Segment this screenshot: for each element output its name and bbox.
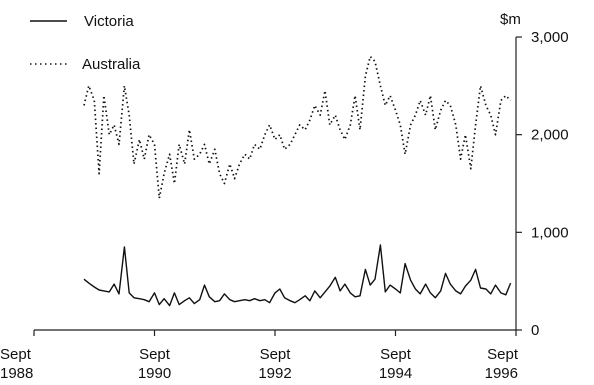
series-line-victoria: [83, 244, 512, 307]
y-tick-label: 1,000: [531, 224, 569, 241]
x-tick-label-year: 1988: [0, 365, 33, 382]
x-tick-label-year: 1992: [258, 365, 291, 382]
legend-label-victoria: Victoria: [84, 13, 134, 30]
x-tick-label-month: Sept: [380, 346, 412, 363]
x-tick-label-month: Sept: [487, 346, 519, 363]
legend-label-australia: Australia: [82, 56, 141, 73]
x-tick-label-month: Sept: [0, 346, 32, 363]
x-tick-label-year: 1990: [138, 365, 171, 382]
x-tick-label-month: Sept: [260, 346, 292, 363]
x-tick-label-year: 1996: [485, 365, 518, 382]
series-group: [83, 55, 512, 307]
y-tick-label: 3,000: [531, 29, 569, 46]
legend: Victoria Australia: [30, 13, 141, 73]
x-tick-label-year: 1994: [379, 365, 412, 382]
y-tick-label: 0: [531, 322, 539, 339]
y-axis-ticks: 0 1,000 2,000 3,000: [516, 29, 569, 339]
series-line-australia: [83, 55, 512, 200]
x-tick-label-month: Sept: [139, 346, 171, 363]
x-axis-ticks: Sept 1988 Sept 1990 Sept 1992 Sept 1994 Sept 1996: [0, 330, 519, 382]
y-tick-label: 2,000: [531, 127, 569, 144]
y-axis-title: $m: [500, 11, 521, 28]
